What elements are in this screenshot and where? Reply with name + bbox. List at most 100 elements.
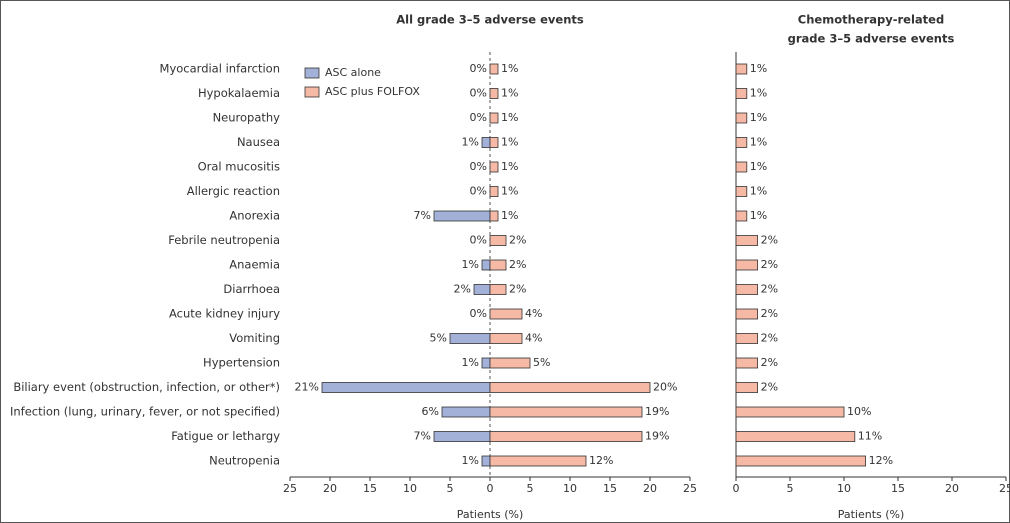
bar bbox=[489, 137, 499, 148]
data-label: 11% bbox=[858, 430, 882, 443]
x-tick-label: 15 bbox=[891, 482, 905, 495]
data-label: 20% bbox=[653, 381, 677, 394]
bar bbox=[481, 357, 491, 369]
data-label: 1% bbox=[750, 136, 767, 149]
data-label: 0% bbox=[470, 234, 487, 247]
data-label: 5% bbox=[430, 332, 447, 345]
bar bbox=[735, 382, 759, 393]
data-label: 2% bbox=[761, 258, 778, 271]
data-label: 4% bbox=[525, 332, 542, 345]
data-label: 0% bbox=[470, 160, 487, 173]
data-label: 1% bbox=[501, 62, 518, 75]
x-tick-label: 10 bbox=[563, 482, 577, 495]
data-label: 1% bbox=[750, 185, 767, 198]
category-label: Anaemia bbox=[229, 258, 280, 272]
x-tick-label: 20 bbox=[643, 482, 657, 495]
data-label: 2% bbox=[509, 258, 526, 271]
bar bbox=[489, 308, 523, 320]
data-label: 1% bbox=[462, 356, 479, 369]
category-label: Myocardial infarction bbox=[160, 62, 280, 76]
data-label: 2% bbox=[509, 283, 526, 296]
data-label: 12% bbox=[869, 454, 893, 467]
category-label: Febrile neutropenia bbox=[168, 233, 280, 247]
chart-title: grade 3–5 adverse events bbox=[788, 32, 955, 46]
data-label: 1% bbox=[501, 160, 518, 173]
chart-title: All grade 3–5 adverse events bbox=[396, 13, 584, 27]
bar bbox=[433, 431, 491, 442]
bar bbox=[735, 112, 748, 124]
x-tick-label: 5 bbox=[787, 482, 794, 495]
data-label: 2% bbox=[509, 234, 526, 247]
data-label: 1% bbox=[750, 87, 767, 100]
bar bbox=[489, 112, 499, 124]
bar bbox=[489, 63, 499, 75]
bar bbox=[489, 186, 499, 197]
bar bbox=[735, 235, 759, 246]
bar bbox=[489, 431, 643, 442]
data-label: 7% bbox=[414, 430, 431, 443]
data-label: 2% bbox=[761, 283, 778, 296]
x-tick-label: 5 bbox=[447, 482, 454, 495]
bar bbox=[489, 88, 499, 99]
bar bbox=[481, 455, 491, 467]
legend-swatch bbox=[304, 67, 320, 79]
data-label: 1% bbox=[750, 209, 767, 222]
data-label: 10% bbox=[847, 405, 871, 418]
category-label: Infection (lung, urinary, fever, or not … bbox=[10, 405, 280, 419]
data-label: 1% bbox=[462, 258, 479, 271]
bar bbox=[489, 455, 587, 467]
x-tick-label: 0 bbox=[487, 482, 494, 495]
bar bbox=[489, 210, 499, 222]
data-label: 6% bbox=[422, 405, 439, 418]
category-label: Oral mucositis bbox=[198, 160, 280, 174]
category-label: Anorexia bbox=[229, 209, 280, 223]
bar bbox=[489, 235, 507, 246]
x-tick-label: 5 bbox=[527, 482, 534, 495]
data-label: 1% bbox=[462, 454, 479, 467]
legend-label: ASC plus FOLFOX bbox=[325, 85, 420, 98]
data-label: 2% bbox=[761, 307, 778, 320]
data-label: 1% bbox=[501, 185, 518, 198]
bar bbox=[441, 406, 491, 418]
data-label: 0% bbox=[470, 307, 487, 320]
bar bbox=[735, 137, 748, 148]
bar bbox=[321, 382, 491, 393]
legend-swatch bbox=[304, 86, 320, 98]
category-label: Allergic reaction bbox=[187, 184, 280, 198]
data-label: 1% bbox=[501, 136, 518, 149]
x-tick-label: 20 bbox=[323, 482, 337, 495]
data-label: 0% bbox=[470, 185, 487, 198]
bar bbox=[481, 137, 491, 148]
x-tick-label: 0 bbox=[733, 482, 740, 495]
bar bbox=[735, 210, 748, 222]
data-label: 2% bbox=[761, 234, 778, 247]
bar bbox=[735, 357, 759, 369]
x-tick-label: 25 bbox=[683, 482, 697, 495]
x-tick-label: 15 bbox=[363, 482, 377, 495]
bar bbox=[735, 63, 748, 75]
bar bbox=[489, 161, 499, 173]
category-label: Nausea bbox=[237, 135, 280, 149]
bar bbox=[449, 333, 491, 344]
bar bbox=[735, 333, 759, 344]
data-label: 12% bbox=[589, 454, 613, 467]
bar bbox=[735, 406, 845, 418]
data-label: 2% bbox=[761, 332, 778, 345]
bar bbox=[489, 333, 523, 344]
data-label: 2% bbox=[761, 356, 778, 369]
bar bbox=[433, 210, 491, 222]
x-tick-label: 10 bbox=[403, 482, 417, 495]
data-label: 1% bbox=[462, 136, 479, 149]
data-label: 0% bbox=[470, 111, 487, 124]
bar bbox=[473, 284, 491, 295]
category-label: Biliary event (obstruction, infection, o… bbox=[13, 380, 280, 394]
data-label: 4% bbox=[525, 307, 542, 320]
x-tick-label: 15 bbox=[603, 482, 617, 495]
data-label: 0% bbox=[470, 62, 487, 75]
x-tick-label: 10 bbox=[837, 482, 851, 495]
data-label: 5% bbox=[533, 356, 550, 369]
data-label: 2% bbox=[454, 283, 471, 296]
category-label: Fatigue or lethargy bbox=[171, 429, 280, 443]
